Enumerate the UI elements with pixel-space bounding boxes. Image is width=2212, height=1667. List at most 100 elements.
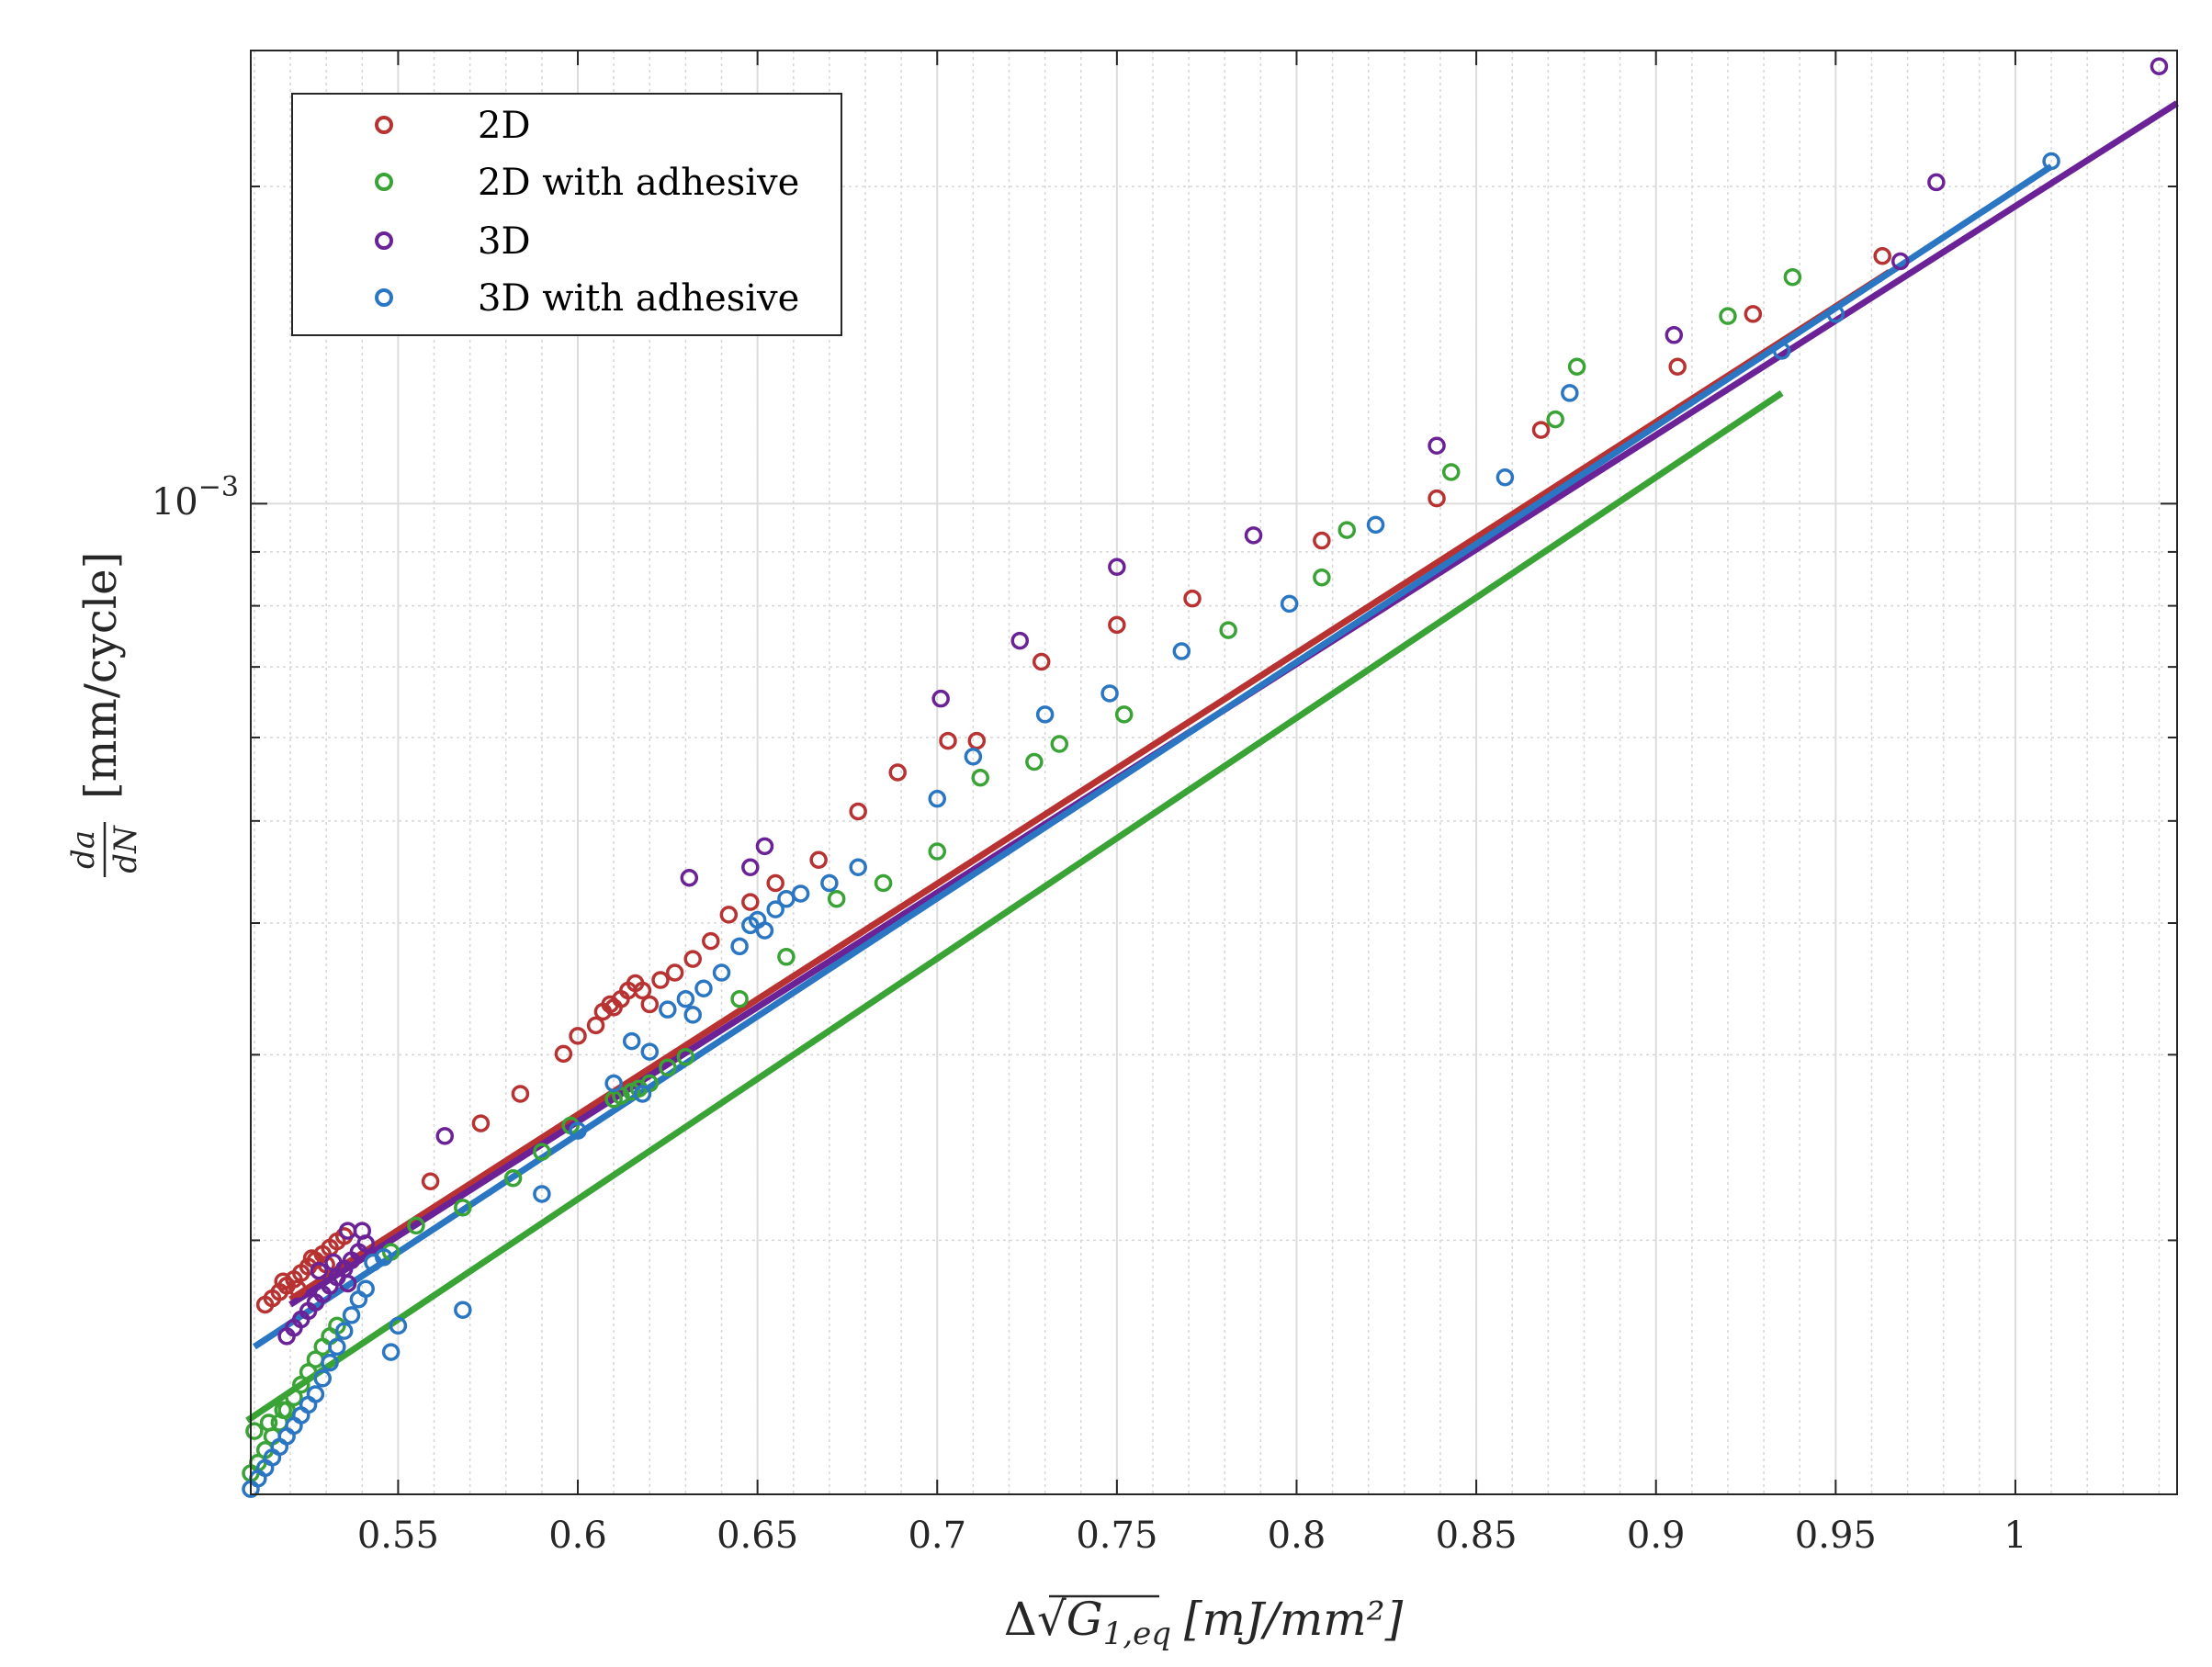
data-point-2d: [719, 906, 739, 924]
data-point-3d-with-adhesive: [755, 921, 774, 940]
data-point-2d-with-adhesive: [1783, 267, 1802, 287]
data-point-3d-with-adhesive: [381, 1343, 401, 1361]
data-point-3d-with-adhesive: [454, 1301, 472, 1319]
data-point-3d-with-adhesive: [1561, 384, 1579, 402]
data-point-2d-with-adhesive: [874, 873, 893, 893]
data-point-2d: [967, 731, 987, 750]
data-point-2d: [1531, 421, 1551, 439]
data-point-3d-with-adhesive: [766, 900, 784, 918]
data-point-3d-with-adhesive: [321, 1353, 339, 1372]
data-point-2d: [586, 1016, 605, 1035]
data-point-3d-with-adhesive: [1826, 305, 1845, 323]
data-point-2d: [849, 802, 867, 821]
data-point-2d-with-adhesive: [407, 1216, 425, 1235]
y-tick-base: 10: [152, 481, 198, 524]
data-point-3d-with-adhesive: [2042, 152, 2060, 171]
data-point-3d-with-adhesive: [640, 1042, 660, 1061]
data-point-2d-with-adhesive: [1441, 463, 1461, 481]
data-point-3d-with-adhesive: [659, 1000, 677, 1019]
legend: 2D 2D with adhesive 3D 3D with adhesive: [291, 93, 842, 336]
data-point-2d: [633, 981, 652, 1000]
legend-entry-2d: 2D: [375, 105, 531, 147]
data-point-2d-with-adhesive: [1313, 568, 1331, 587]
data-point-3d-with-adhesive: [306, 1385, 325, 1403]
legend-entry-3d-with-adhesive: 3D with adhesive: [375, 277, 799, 320]
data-point-3d-with-adhesive: [676, 989, 695, 1008]
data-point-3d: [324, 1253, 343, 1272]
data-point-2d-with-adhesive: [971, 768, 989, 787]
data-point-2d: [554, 1044, 573, 1064]
data-point-3d: [2150, 57, 2169, 75]
data-point-2d-with-adhesive: [1719, 307, 1737, 325]
data-point-2d: [766, 873, 784, 893]
legend-label-3d: 3D: [478, 220, 531, 263]
data-point-3d-with-adhesive: [849, 858, 867, 877]
fit-line-3d-with-adhesive: [252, 163, 2053, 1350]
data-point-3d: [310, 1261, 329, 1280]
data-point-2d: [471, 1114, 491, 1132]
data-point-2d-with-adhesive: [259, 1414, 278, 1432]
x-axis-label: Δ√G1,eq [mJ/mm²]: [1004, 1593, 1404, 1652]
data-point-3d: [338, 1274, 357, 1293]
data-point-2d: [511, 1085, 530, 1103]
legend-marker-3d-with-adhesive: [375, 288, 393, 307]
data-point-2d: [665, 963, 684, 982]
y-tick-exponent: −3: [198, 471, 239, 503]
data-point-3d-with-adhesive: [1035, 705, 1055, 724]
data-point-2d: [939, 731, 957, 750]
data-point-2d-with-adhesive: [730, 989, 749, 1008]
data-point-3d-with-adhesive: [1495, 467, 1515, 487]
data-point-3d-with-adhesive: [712, 963, 731, 982]
data-point-2d-with-adhesive: [1567, 357, 1586, 376]
data-point-2d: [1313, 531, 1331, 550]
data-point-2d: [288, 1279, 307, 1298]
data-point-3d-with-adhesive: [1172, 642, 1191, 660]
data-point-2d: [1108, 615, 1126, 635]
data-point-3d-with-adhesive: [604, 1074, 623, 1093]
data-point-3d-with-adhesive: [1280, 594, 1299, 614]
data-point-3d: [680, 868, 699, 887]
data-point-2d: [741, 893, 760, 911]
x-tick-labels: 0.55 0.6 0.65 0.7 0.75 0.8 0.85 0.9 0.95 1: [357, 1515, 2027, 1557]
data-point-2d: [1744, 305, 1763, 323]
fit-line-2d: [288, 269, 1891, 1302]
major-grid: [251, 51, 2177, 1494]
data-point-2d-with-adhesive: [1025, 752, 1044, 772]
x-label-var: G: [1066, 1593, 1103, 1646]
data-point-2d-with-adhesive: [1337, 521, 1357, 539]
data-point-3d-with-adhesive: [683, 1006, 702, 1024]
data-point-3d: [1927, 173, 1946, 192]
legend-label-3d-with-adhesive: 3D with adhesive: [478, 277, 799, 320]
x-tick-label: 0.85: [1436, 1515, 1518, 1557]
data-point-3d-with-adhesive: [964, 748, 983, 766]
data-point-2d-with-adhesive: [274, 1401, 292, 1419]
x-tick-label: 0.55: [357, 1515, 439, 1557]
x-tick-label: 0.95: [1795, 1515, 1877, 1557]
data-point-2d-with-adhesive: [1050, 735, 1069, 753]
legend-entry-2d-with-adhesive: 2D with adhesive: [375, 162, 799, 204]
data-point-2d: [640, 995, 660, 1014]
data-point-2d-with-adhesive: [659, 1058, 677, 1077]
legend-entry-3d: 3D: [375, 220, 531, 263]
data-point-3d: [1891, 252, 1910, 271]
data-point-2d-with-adhesive: [928, 842, 947, 861]
x-tick-label: 0.9: [1627, 1515, 1686, 1557]
x-label-sqrt: √: [1037, 1593, 1066, 1646]
data-point-3d: [1010, 631, 1029, 650]
legend-label-2d-with-adhesive: 2D with adhesive: [478, 162, 799, 204]
data-point-3d-with-adhesive: [1366, 515, 1385, 535]
data-point-3d-with-adhesive: [569, 1121, 587, 1140]
x-tick-label: 0.75: [1076, 1515, 1157, 1557]
fit-line-2d-with-adhesive: [245, 390, 1784, 1424]
data-point-2d: [1428, 489, 1446, 508]
data-point-2d-with-adhesive: [777, 948, 796, 966]
data-point-2d-with-adhesive: [245, 1422, 264, 1440]
data-point-3d-with-adhesive: [328, 1337, 346, 1357]
data-point-2d: [421, 1172, 440, 1190]
data-point-2d-with-adhesive: [1546, 410, 1564, 429]
fit-lines: [245, 100, 2179, 1424]
x-label-delta: Δ: [1004, 1593, 1037, 1646]
data-point-2d-with-adhesive: [533, 1143, 551, 1161]
data-point-3d: [1428, 436, 1446, 456]
